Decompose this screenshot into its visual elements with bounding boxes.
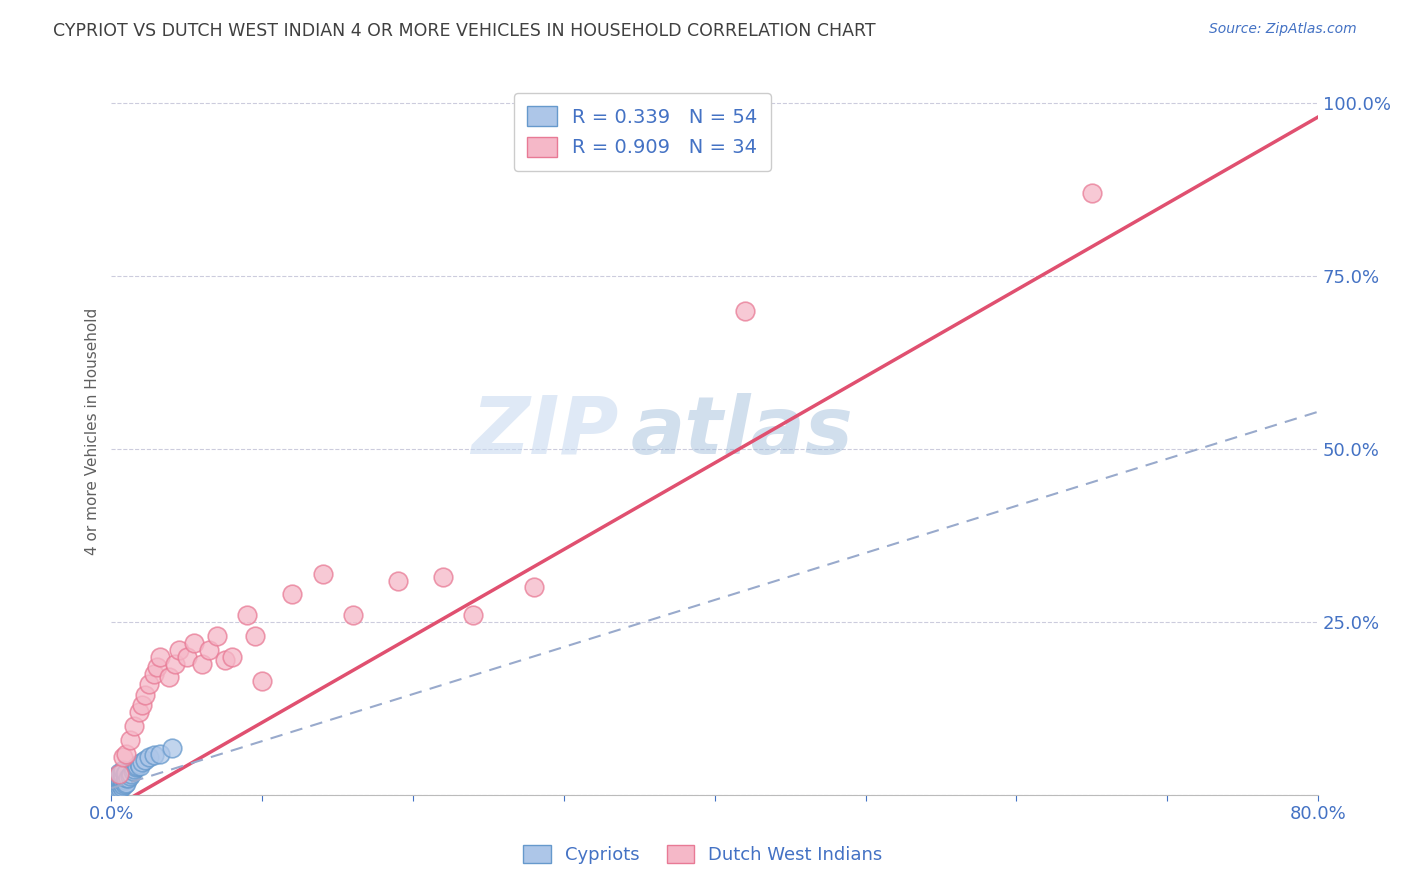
Point — [108, 774, 131, 789]
Text: Source: ZipAtlas.com: Source: ZipAtlas.com — [1209, 22, 1357, 37]
Point — [108, 782, 131, 797]
Point — [128, 705, 150, 719]
Point — [734, 303, 756, 318]
Point — [214, 653, 236, 667]
Point — [104, 775, 127, 789]
Point — [104, 784, 127, 798]
Point — [112, 750, 135, 764]
Point — [101, 782, 124, 797]
Point — [103, 784, 125, 798]
Point — [432, 570, 454, 584]
Point — [111, 771, 134, 785]
Point — [115, 766, 138, 780]
Point — [110, 772, 132, 787]
Text: atlas: atlas — [630, 392, 853, 471]
Point — [103, 778, 125, 792]
Point — [114, 772, 136, 787]
Point — [115, 771, 138, 785]
Point — [103, 775, 125, 789]
Point — [112, 763, 135, 777]
Point — [111, 780, 134, 794]
Point — [160, 741, 183, 756]
Point — [236, 608, 259, 623]
Point — [124, 760, 146, 774]
Point — [131, 755, 153, 769]
Point — [191, 657, 214, 671]
Point — [112, 778, 135, 792]
Point — [134, 754, 156, 768]
Point — [108, 767, 131, 781]
Point — [342, 608, 364, 623]
Text: ZIP: ZIP — [471, 392, 619, 471]
Point — [163, 657, 186, 671]
Point — [138, 677, 160, 691]
Point — [103, 781, 125, 796]
Point — [243, 629, 266, 643]
Point — [198, 642, 221, 657]
Point — [108, 778, 131, 792]
Point — [121, 764, 143, 778]
Point — [142, 667, 165, 681]
Point — [101, 780, 124, 794]
Point — [107, 777, 129, 791]
Point — [108, 770, 131, 784]
Point — [110, 781, 132, 796]
Point — [118, 769, 141, 783]
Point — [311, 566, 333, 581]
Point — [149, 747, 172, 761]
Point — [107, 781, 129, 796]
Point — [111, 766, 134, 780]
Point — [114, 767, 136, 781]
Point — [221, 649, 243, 664]
Point — [205, 629, 228, 643]
Point — [117, 771, 139, 785]
Point — [110, 777, 132, 791]
Point — [1081, 186, 1104, 200]
Y-axis label: 4 or more Vehicles in Household: 4 or more Vehicles in Household — [86, 308, 100, 556]
Point — [149, 649, 172, 664]
Point — [110, 767, 132, 781]
Point — [104, 780, 127, 794]
Text: CYPRIOT VS DUTCH WEST INDIAN 4 OR MORE VEHICLES IN HOUSEHOLD CORRELATION CHART: CYPRIOT VS DUTCH WEST INDIAN 4 OR MORE V… — [53, 22, 876, 40]
Point — [101, 785, 124, 799]
Point — [107, 769, 129, 783]
Point — [463, 608, 485, 623]
Point — [281, 587, 304, 601]
Point — [142, 747, 165, 762]
Point — [125, 759, 148, 773]
Point — [145, 660, 167, 674]
Point — [104, 772, 127, 787]
Point — [115, 747, 138, 761]
Point — [115, 775, 138, 789]
Point — [128, 756, 150, 771]
Point — [176, 649, 198, 664]
Point — [114, 777, 136, 791]
Point — [112, 774, 135, 789]
Point — [134, 688, 156, 702]
Point — [111, 775, 134, 789]
Point — [120, 767, 142, 781]
Point — [107, 772, 129, 787]
Point — [387, 574, 409, 588]
Point — [183, 636, 205, 650]
Point — [108, 766, 131, 780]
Point — [131, 698, 153, 712]
Point — [169, 642, 191, 657]
Point — [252, 673, 274, 688]
Point — [122, 762, 145, 776]
Point — [523, 581, 546, 595]
Point — [112, 769, 135, 783]
Point — [157, 670, 180, 684]
Point — [118, 732, 141, 747]
Legend: R = 0.339   N = 54, R = 0.909   N = 34: R = 0.339 N = 54, R = 0.909 N = 34 — [513, 93, 770, 170]
Point — [104, 782, 127, 797]
Legend: Cypriots, Dutch West Indians: Cypriots, Dutch West Indians — [509, 830, 897, 879]
Point — [129, 759, 152, 773]
Point — [122, 719, 145, 733]
Point — [138, 750, 160, 764]
